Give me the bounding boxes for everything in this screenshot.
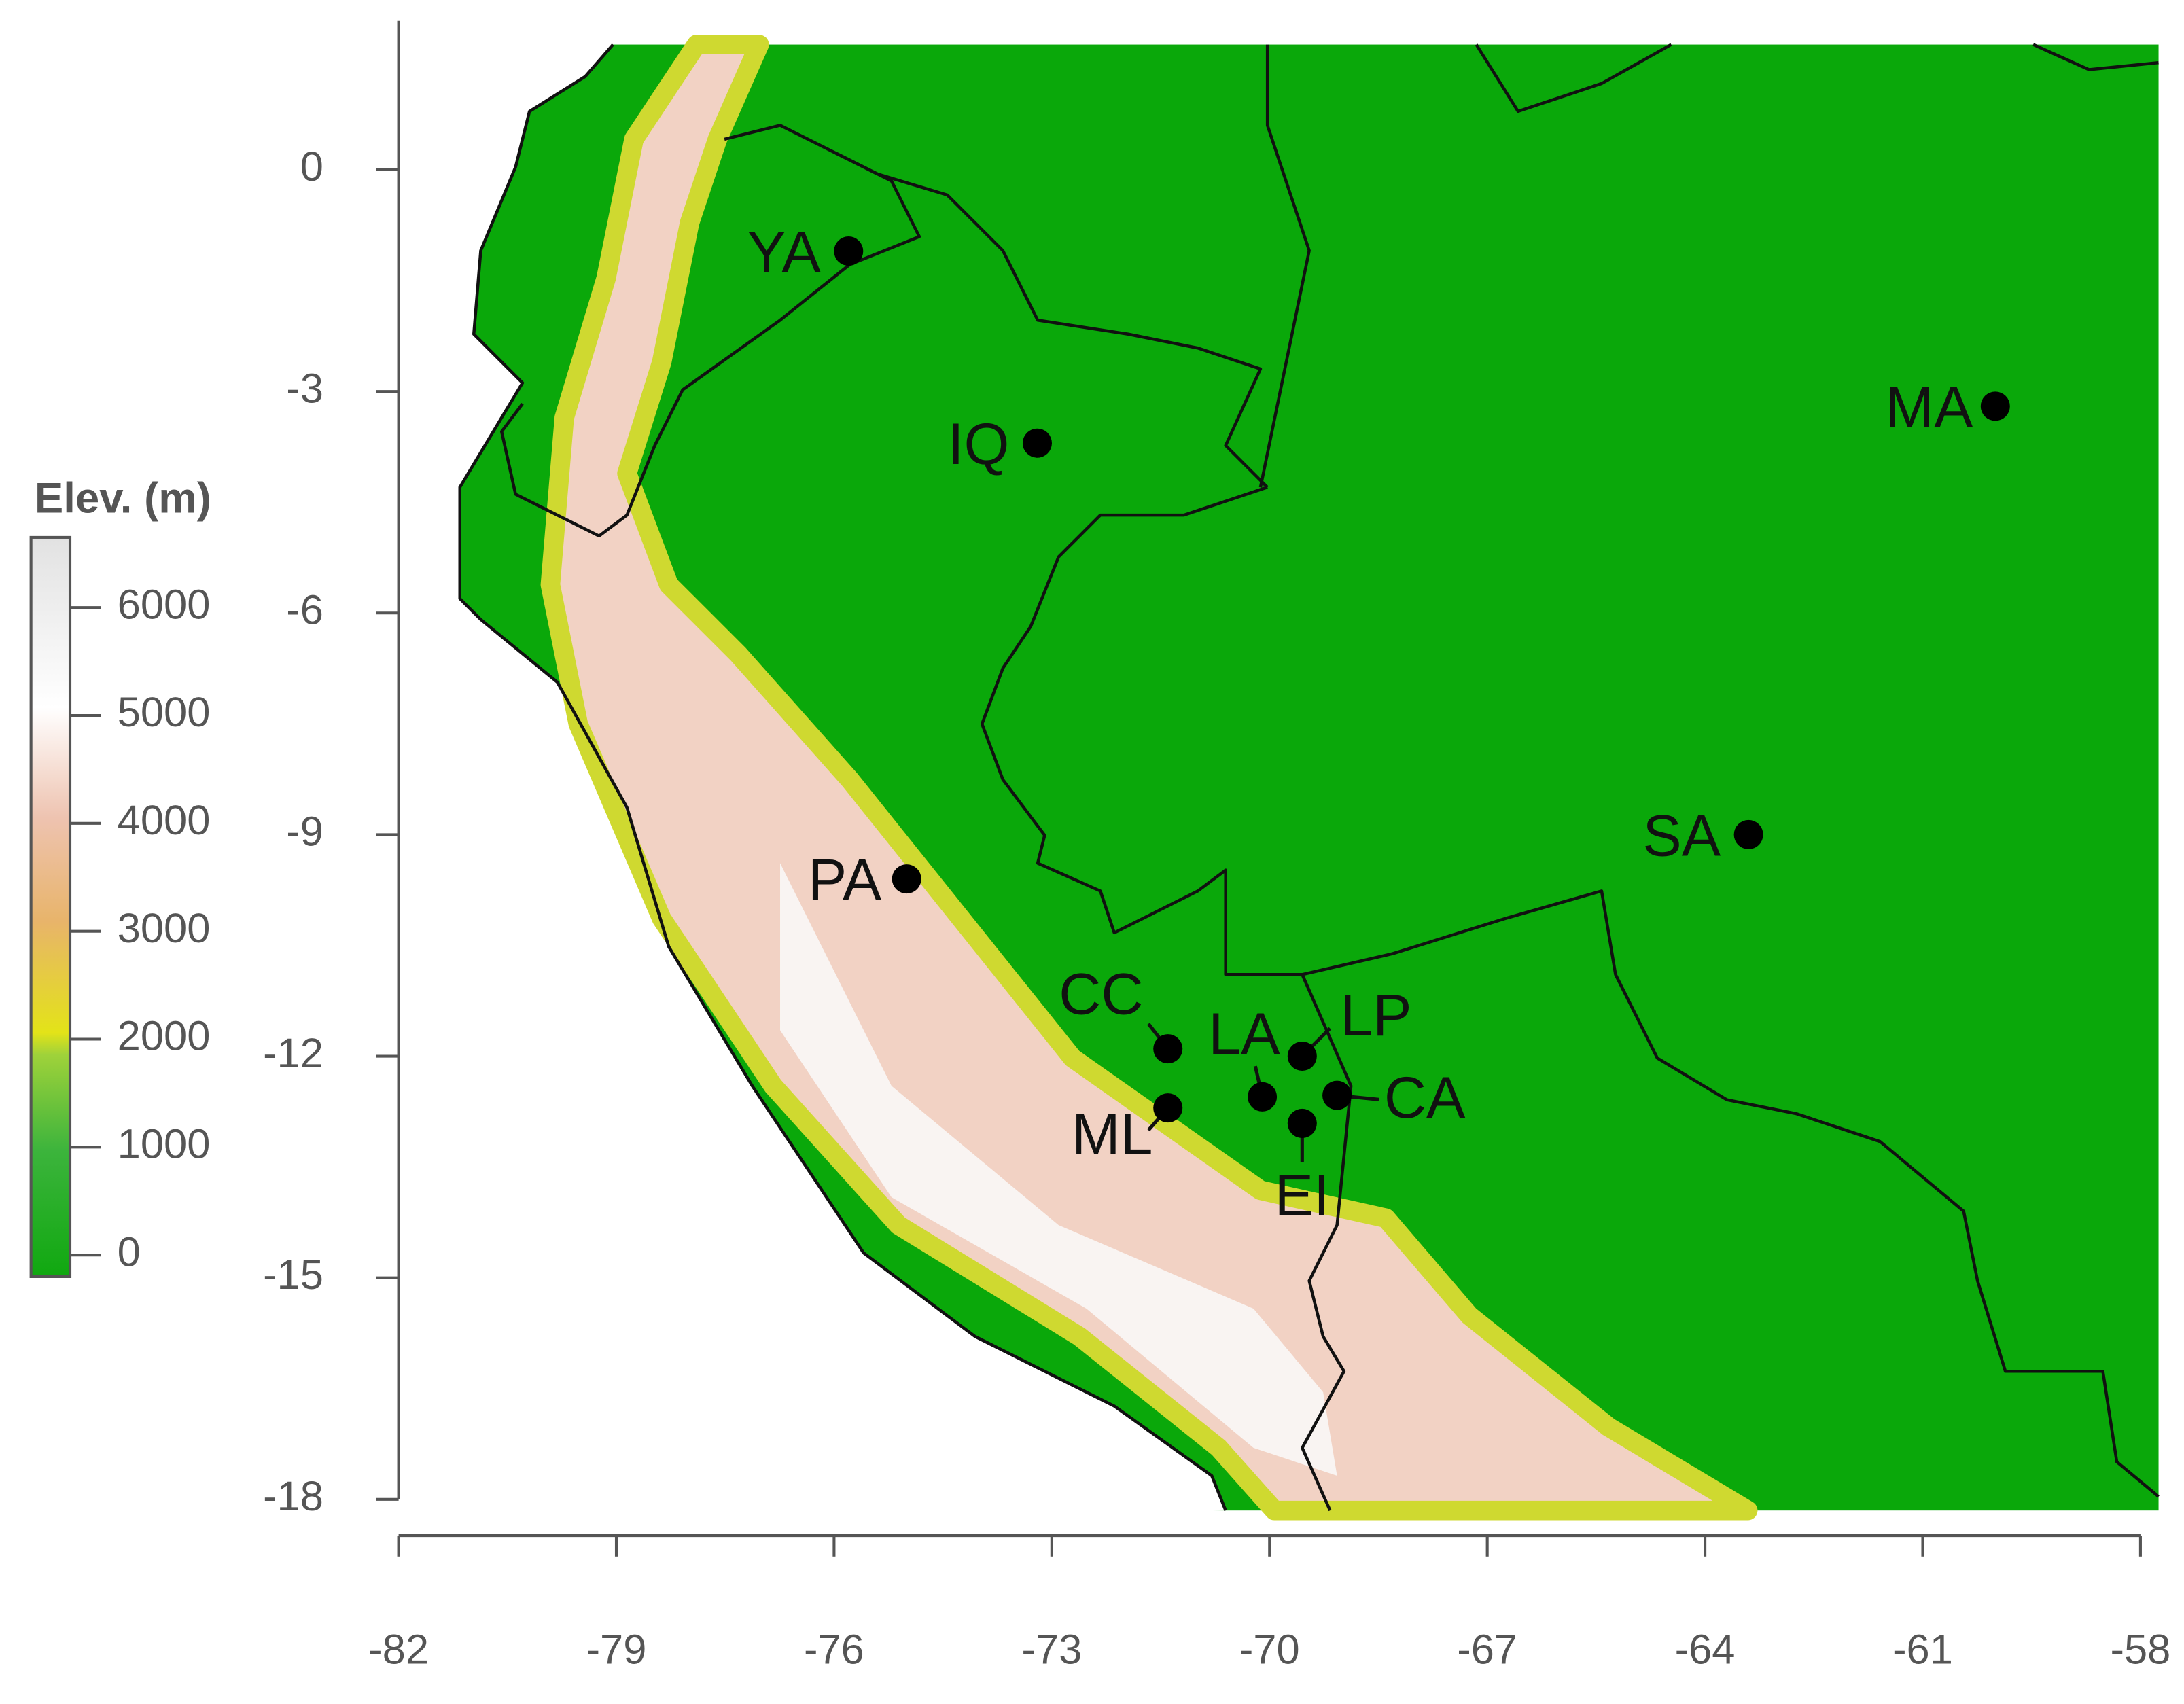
- y-tick-label: -18: [263, 1473, 323, 1520]
- y-tick-label: -9: [286, 809, 323, 855]
- legend-tick-label: 0: [118, 1228, 141, 1275]
- site-label: IQ: [948, 412, 1010, 477]
- y-tick-label: -15: [263, 1252, 323, 1298]
- y-tick-label: 0: [300, 143, 323, 190]
- site-label: ML: [1072, 1101, 1153, 1167]
- border: [1301, 974, 1353, 1512]
- legend-tick-label: 2000: [118, 1013, 211, 1060]
- site-label: LP: [1340, 983, 1411, 1048]
- x-tick-label: -79: [586, 1626, 647, 1673]
- legend-tick-label: 6000: [118, 581, 211, 628]
- x-tick-label: -64: [1675, 1626, 1736, 1673]
- coastline: [458, 43, 1227, 1512]
- legend-tick-label: 3000: [118, 905, 211, 952]
- site-label: CA: [1384, 1065, 1466, 1131]
- site-point: [1287, 1042, 1317, 1071]
- site-point: [1153, 1034, 1183, 1064]
- border: [1475, 43, 2159, 113]
- terrain: [362, 27, 2159, 1525]
- x-tick-label: -61: [1892, 1626, 1953, 1673]
- border: [1258, 44, 1311, 488]
- site-label: PA: [808, 848, 882, 913]
- x-tick-label: -58: [2110, 1626, 2170, 1673]
- high-andes: [780, 863, 1337, 1476]
- site-point: [1022, 428, 1052, 458]
- legend-title: Elev. (m): [35, 474, 211, 522]
- x-tick-label: -67: [1457, 1626, 1517, 1673]
- y-tick-label: -3: [286, 365, 323, 412]
- site-point: [1153, 1093, 1183, 1123]
- site-point: [1248, 1082, 1278, 1112]
- legend-tick-label: 4000: [118, 797, 211, 844]
- site-label: LA: [1208, 1001, 1280, 1067]
- site-point: [892, 864, 921, 894]
- y-tick-label: -12: [263, 1030, 323, 1077]
- legend-tick-label: 5000: [118, 689, 211, 736]
- site-label: CC: [1059, 962, 1143, 1027]
- andes: [540, 35, 1758, 1521]
- x-tick-label: -82: [368, 1626, 429, 1673]
- site-point: [1322, 1080, 1352, 1110]
- ocean: [362, 27, 1226, 1525]
- x-tick-label: -73: [1021, 1626, 1082, 1673]
- axes: -82 -79 -76 -73 -70 -67 -64 -61 -58 0 -3 -6 -9 -12 -15…: [263, 20, 2170, 1673]
- border: [980, 486, 2160, 1498]
- site-point: [1733, 819, 1763, 849]
- x-tick-label: -76: [804, 1626, 864, 1673]
- x-tick-label: -70: [1239, 1626, 1300, 1673]
- site-label: SA: [1642, 803, 1721, 868]
- legend-tick-label: 1000: [118, 1121, 211, 1168]
- site-label: MA: [1885, 375, 1973, 440]
- site-label: EI: [1275, 1163, 1330, 1228]
- site-point: [834, 236, 864, 266]
- site-point: [1980, 391, 2010, 421]
- site-label: YA: [747, 219, 821, 285]
- colorbar: [29, 535, 72, 1278]
- site-point: [1287, 1108, 1317, 1138]
- legend: Elev. (m) 0 1000 2000 3000 4000 5000 6000: [29, 474, 211, 1278]
- borders: [458, 43, 2160, 1512]
- sites: YA IQ MA SA PA CC ML LA LP CA EI: [747, 219, 2010, 1228]
- border: [834, 152, 1269, 489]
- y-tick-label: -6: [286, 586, 323, 633]
